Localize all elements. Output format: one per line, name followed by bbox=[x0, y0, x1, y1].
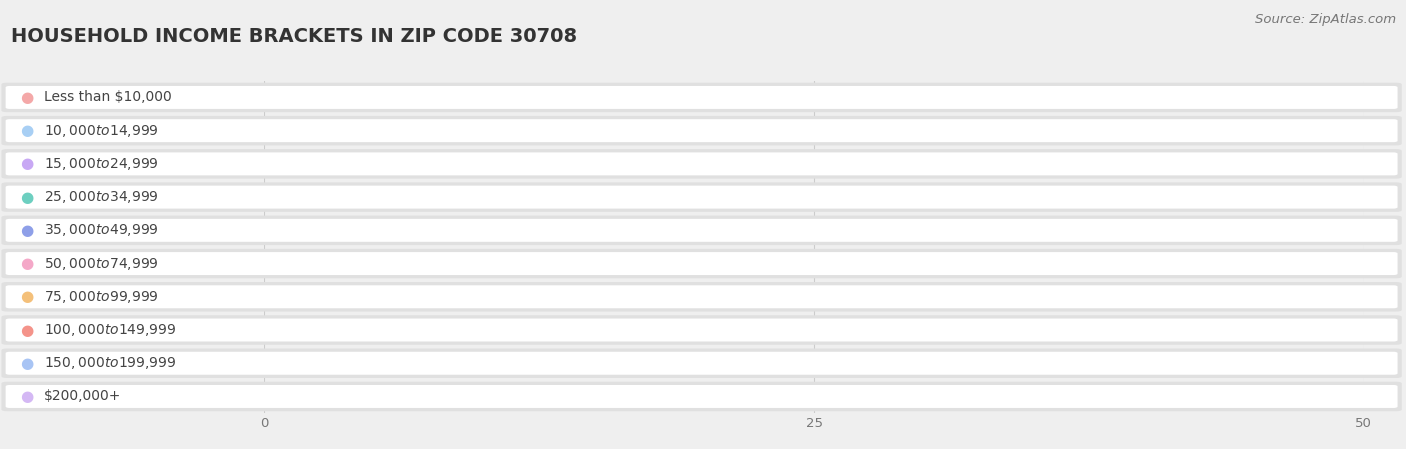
Text: ●: ● bbox=[20, 90, 34, 105]
Text: Source: ZipAtlas.com: Source: ZipAtlas.com bbox=[1256, 13, 1396, 26]
Text: HOUSEHOLD INCOME BRACKETS IN ZIP CODE 30708: HOUSEHOLD INCOME BRACKETS IN ZIP CODE 30… bbox=[11, 27, 578, 46]
Text: ●: ● bbox=[20, 289, 34, 304]
Text: $150,000 to $199,999: $150,000 to $199,999 bbox=[44, 355, 176, 371]
FancyBboxPatch shape bbox=[264, 124, 506, 137]
Text: ●: ● bbox=[20, 223, 34, 238]
Text: ●: ● bbox=[20, 189, 34, 205]
Text: $200,000+: $200,000+ bbox=[44, 389, 121, 404]
Text: ●: ● bbox=[20, 389, 34, 404]
Text: $25,000 to $34,999: $25,000 to $34,999 bbox=[44, 189, 159, 205]
FancyBboxPatch shape bbox=[264, 224, 1320, 237]
Text: 12: 12 bbox=[540, 257, 557, 270]
Text: ●: ● bbox=[20, 123, 34, 138]
FancyBboxPatch shape bbox=[264, 357, 304, 370]
Text: 11: 11 bbox=[517, 124, 534, 137]
Text: $100,000 to $149,999: $100,000 to $149,999 bbox=[44, 322, 176, 338]
Text: Less than $10,000: Less than $10,000 bbox=[44, 90, 172, 105]
FancyBboxPatch shape bbox=[264, 91, 304, 104]
FancyBboxPatch shape bbox=[264, 257, 529, 270]
Text: 0: 0 bbox=[312, 191, 321, 203]
Text: 37: 37 bbox=[1049, 291, 1067, 303]
Text: 0: 0 bbox=[312, 91, 321, 104]
Text: 14: 14 bbox=[583, 158, 600, 170]
FancyBboxPatch shape bbox=[264, 290, 1078, 304]
FancyBboxPatch shape bbox=[264, 323, 903, 337]
Text: $15,000 to $24,999: $15,000 to $24,999 bbox=[44, 156, 159, 172]
Text: ●: ● bbox=[20, 322, 34, 338]
Text: $10,000 to $14,999: $10,000 to $14,999 bbox=[44, 123, 159, 139]
Text: ●: ● bbox=[20, 356, 34, 371]
Text: $75,000 to $99,999: $75,000 to $99,999 bbox=[44, 289, 159, 305]
Text: 48: 48 bbox=[1291, 224, 1309, 237]
FancyBboxPatch shape bbox=[264, 190, 304, 204]
Text: 29: 29 bbox=[912, 324, 929, 336]
Text: $35,000 to $49,999: $35,000 to $49,999 bbox=[44, 222, 159, 238]
FancyBboxPatch shape bbox=[264, 157, 572, 171]
Text: 0: 0 bbox=[312, 390, 321, 403]
Text: $50,000 to $74,999: $50,000 to $74,999 bbox=[44, 255, 159, 272]
FancyBboxPatch shape bbox=[264, 390, 304, 403]
Text: ●: ● bbox=[20, 256, 34, 271]
Text: 0: 0 bbox=[312, 357, 321, 370]
Text: ●: ● bbox=[20, 156, 34, 172]
